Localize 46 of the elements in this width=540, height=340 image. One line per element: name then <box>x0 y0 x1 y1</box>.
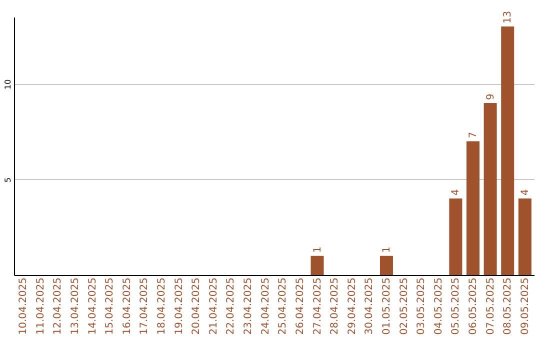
x-tick-label: 21.04.2025 <box>208 278 220 335</box>
bar <box>518 198 532 275</box>
bar <box>501 26 514 275</box>
data-label: 13 <box>502 10 514 24</box>
x-tick-label: 22.04.2025 <box>226 278 237 335</box>
x-tick-label: 23.04.2025 <box>243 278 254 335</box>
x-tick-label: 13.04.2025 <box>70 278 81 335</box>
x-tick-label: 08.05.2025 <box>502 278 514 335</box>
x-tick-label: 05.05.2025 <box>450 278 462 335</box>
x-tick-label: 12.04.2025 <box>52 278 64 335</box>
y-tick-label: 10 <box>4 79 12 90</box>
x-tick-label: 15.04.2025 <box>104 278 116 335</box>
x-tick-label: 24.04.2025 <box>260 278 272 335</box>
y-tick-label: 5 <box>4 177 12 182</box>
data-label: 1 <box>381 246 392 253</box>
bar <box>466 141 480 275</box>
x-tick-label: 04.05.2025 <box>433 278 444 335</box>
x-tick-label: 16.04.2025 <box>122 278 133 335</box>
x-tick-label: 29.04.2025 <box>346 278 358 335</box>
x-tick-label: 18.04.2025 <box>156 278 168 335</box>
x-tick-label: 09.05.2025 <box>520 278 531 335</box>
bar <box>449 198 462 275</box>
x-tick-label: 25.04.2025 <box>278 278 289 335</box>
data-label: 9 <box>485 94 496 100</box>
data-label: 4 <box>520 189 531 196</box>
x-tick-label: 17.04.2025 <box>139 278 150 335</box>
bar <box>310 256 324 275</box>
x-tick-label: 07.05.2025 <box>485 278 496 335</box>
x-tick-label: 10.04.2025 <box>18 278 30 335</box>
x-tick-label: 03.05.2025 <box>416 278 428 335</box>
bar <box>484 103 497 275</box>
x-tick-label: 14.04.2025 <box>87 278 98 335</box>
x-tick-label: 02.05.2025 <box>398 278 410 335</box>
x-tick-label: 26.04.2025 <box>294 278 306 335</box>
x-tick-label: 30.04.2025 <box>364 278 376 335</box>
bar <box>380 256 393 275</box>
x-tick-label: 01.05.2025 <box>381 278 392 335</box>
data-label: 7 <box>468 132 479 138</box>
x-tick-label: 06.05.2025 <box>468 278 479 335</box>
x-tick-label: 27.04.2025 <box>312 278 324 335</box>
x-tick-label: 11.04.2025 <box>35 278 46 335</box>
data-label: 4 <box>450 189 462 196</box>
x-tick-label: 20.04.2025 <box>191 278 202 335</box>
data-label: 1 <box>312 246 324 253</box>
x-tick-label: 19.04.2025 <box>174 278 185 335</box>
x-tick-label: 28.04.2025 <box>330 278 341 335</box>
